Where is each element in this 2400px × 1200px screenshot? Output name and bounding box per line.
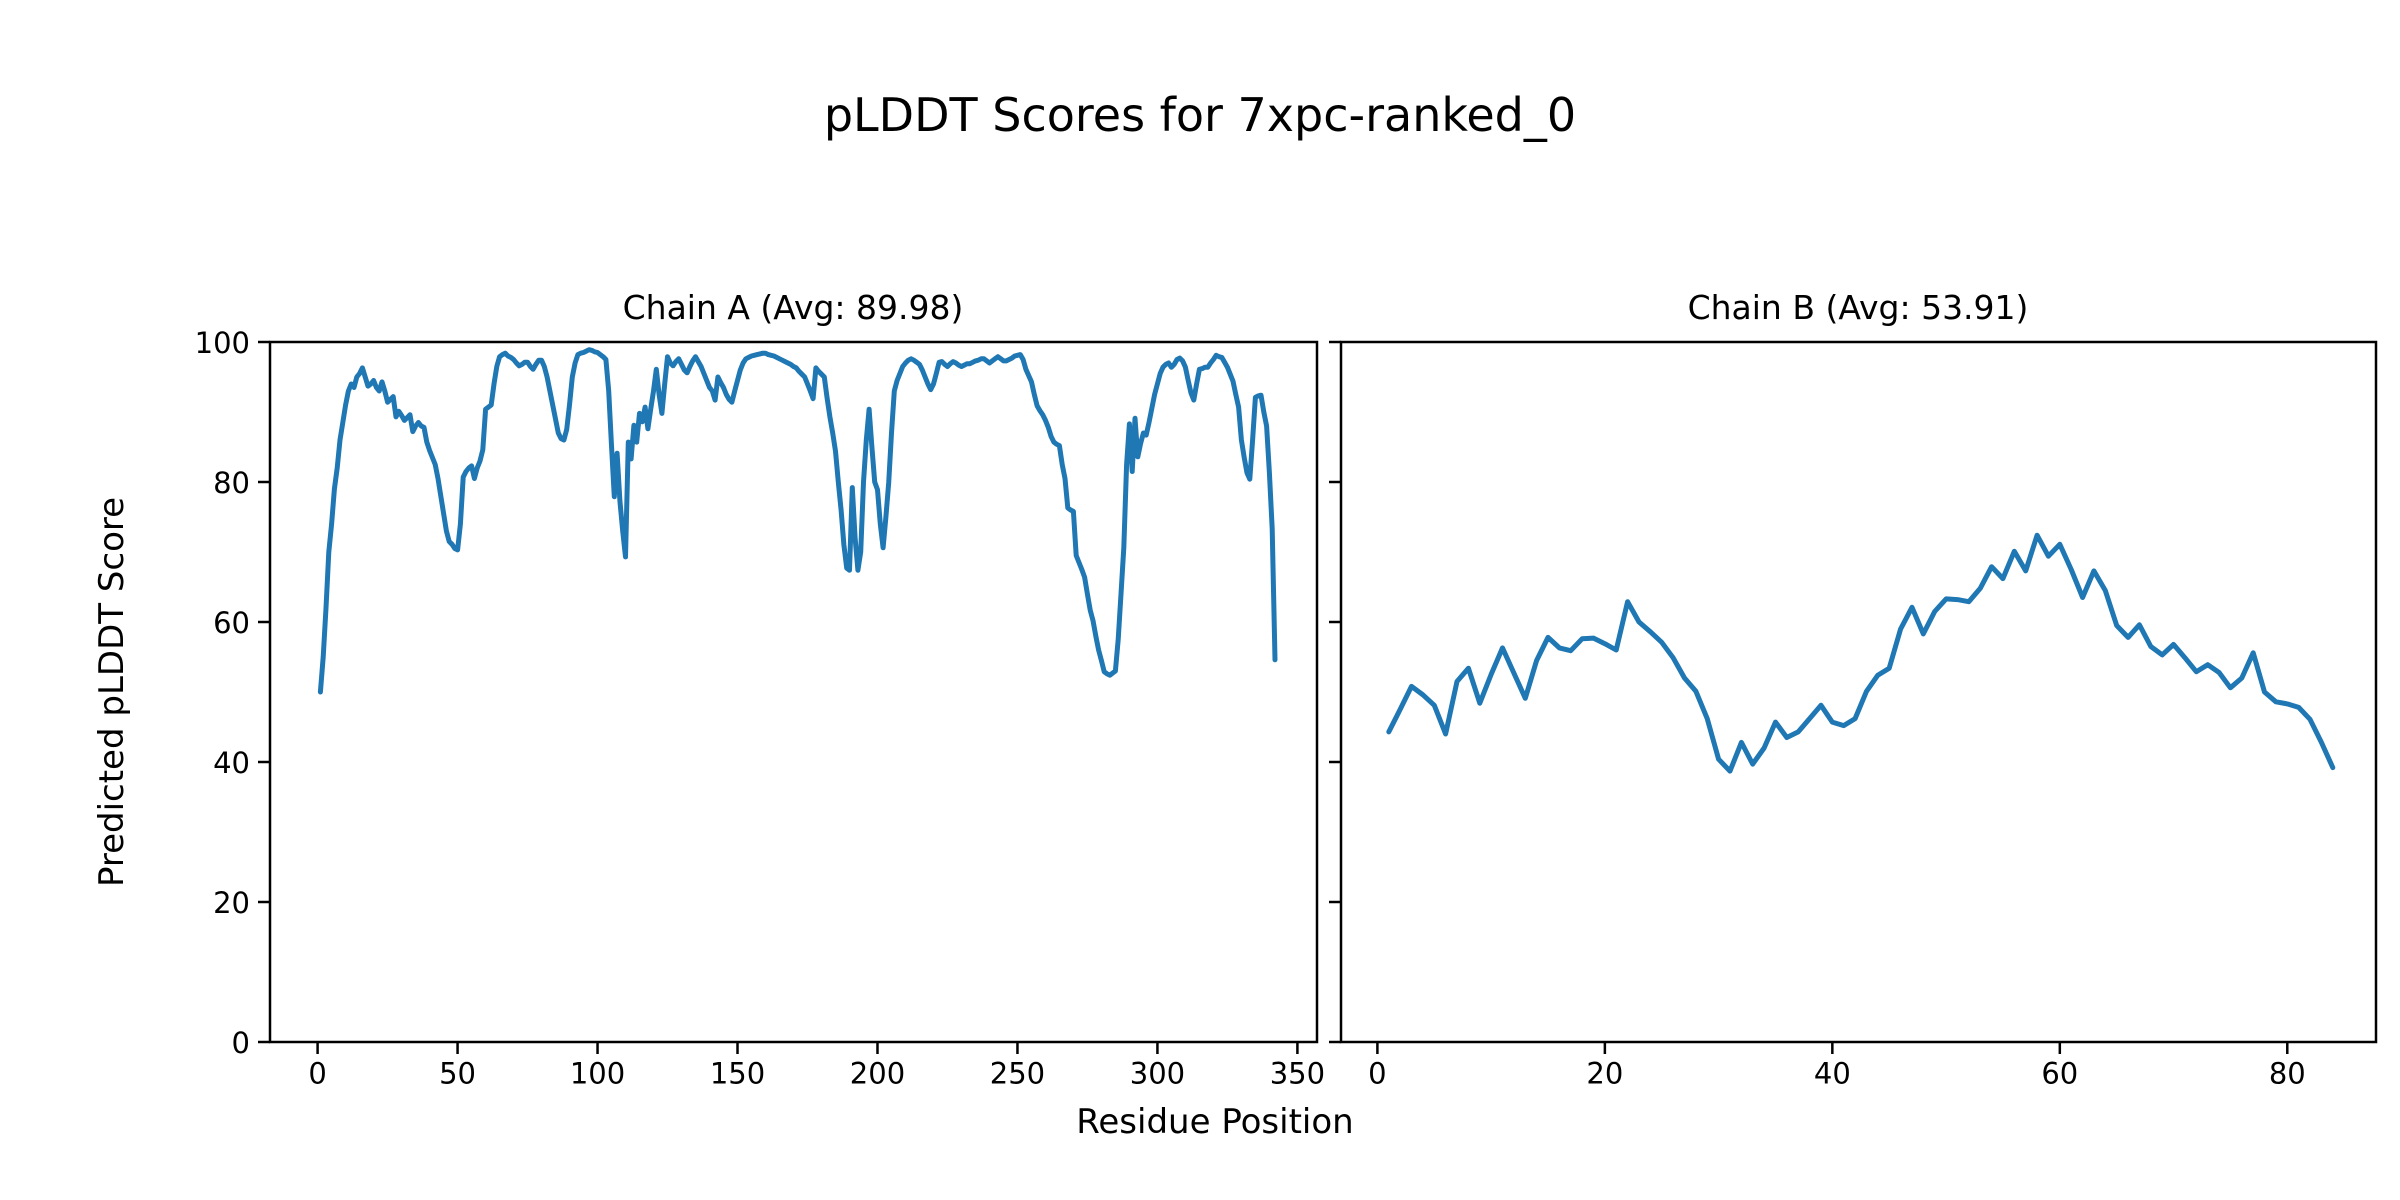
y-tick-label: 80	[213, 466, 250, 500]
x-tick-label: 40	[1814, 1057, 1851, 1091]
subplot-chain-b: 0 20 40 60 80	[1329, 340, 2378, 1091]
subplot-title-chain-a: Chain A (Avg: 89.98)	[622, 288, 964, 327]
y-tick-label: 60	[213, 606, 250, 640]
x-tick-label: 200	[850, 1057, 905, 1091]
subplot-title-chain-b: Chain B (Avg: 53.91)	[1687, 288, 2029, 327]
x-tick-label: 50	[439, 1057, 476, 1091]
x-tick-label: 250	[990, 1057, 1045, 1091]
plot-frame	[1339, 340, 2378, 1044]
x-tick-label: 0	[308, 1057, 326, 1091]
subplot-chain-a: 0 50 100 150 200 250 300 350 0 20 40 60 80 100	[195, 326, 1325, 1091]
x-tick-label: 300	[1130, 1057, 1185, 1091]
y-tick-label: 40	[213, 746, 250, 780]
figure-title: pLDDT Scores for 7xpc-ranked_0	[823, 88, 1577, 142]
x-tick-label: 60	[2041, 1057, 2078, 1091]
y-tick-label: 0	[232, 1026, 250, 1060]
x-tick-label: 80	[2269, 1057, 2306, 1091]
y-tick-label: 100	[195, 326, 250, 360]
x-axis-label: Residue Position	[1076, 1102, 1354, 1142]
plot-frame	[268, 340, 1319, 1044]
x-tick-label: 150	[710, 1057, 765, 1091]
x-tick-label: 0	[1368, 1057, 1386, 1091]
plddt-line-chain-b	[1386, 532, 2336, 774]
plddt-line-chain-a	[317, 347, 1278, 695]
y-tick-label: 20	[213, 886, 250, 920]
x-tick-label: 100	[570, 1057, 625, 1091]
x-tick-label: 20	[1586, 1057, 1623, 1091]
x-tick-label: 350	[1270, 1057, 1325, 1091]
